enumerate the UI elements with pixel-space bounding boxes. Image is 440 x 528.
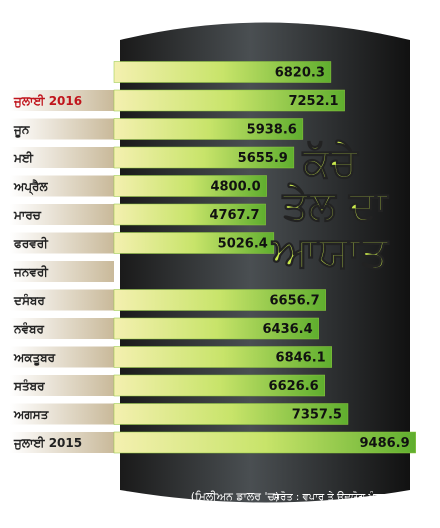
- category-label: ਦਸੰਬਰ: [13, 293, 45, 308]
- value-label: 4800.0: [210, 180, 260, 195]
- value-label: 6656.7: [270, 294, 320, 309]
- category-label: ਅਗਸਤ: [13, 408, 50, 422]
- label-strip: [10, 147, 114, 168]
- source: ਸਰੋਤ : ਵਪਾਰ ਤੇ ਉਦਯੋਗ ਮੰਤਰਾਲਾ: [272, 490, 401, 503]
- label-strip: [10, 175, 114, 197]
- label-strip: [10, 432, 114, 453]
- value-label: 6626.6: [269, 379, 319, 394]
- value-label: 4767.7: [209, 208, 259, 223]
- label-strip: [10, 403, 114, 425]
- label-strip: [10, 375, 114, 396]
- label-strip: [10, 289, 114, 311]
- bar: [113, 118, 304, 140]
- label-strip: [10, 118, 114, 140]
- bar: [113, 146, 295, 169]
- value-label: 5938.6: [247, 123, 297, 138]
- category-label: ਮਈ: [13, 151, 34, 165]
- label-strip: [10, 90, 114, 111]
- category-label: ਅਕਤੂਬਰ: [13, 351, 56, 367]
- bar: [113, 203, 266, 226]
- title-line: ਤੇਲ ਦਾ: [282, 183, 389, 229]
- bar: [113, 61, 332, 83]
- label-strip: [10, 318, 114, 339]
- bar: [113, 289, 326, 311]
- value-label: 6820.3: [275, 66, 325, 81]
- category-label: ਜੁਲਾਈ 2016: [13, 94, 82, 108]
- category-label: ਜੁਲਾਈ 2015: [13, 436, 82, 450]
- bar: [113, 89, 345, 112]
- unit-note: (ਮਿਲੀਅਨ ਡਾਲਰ 'ਚ): [191, 490, 279, 503]
- value-label: 5655.9: [238, 151, 288, 166]
- label-strip: [10, 346, 114, 368]
- bar: [113, 403, 349, 425]
- title-line: ਆਯਾਤ: [271, 228, 390, 277]
- bar: [113, 346, 332, 368]
- category-label: ਅਪ੍ਰੈਲ: [13, 179, 49, 195]
- label-strip: [10, 232, 114, 254]
- bar: [113, 431, 416, 454]
- label-strip: [10, 204, 114, 225]
- bar: [113, 175, 267, 197]
- bar: [113, 374, 325, 397]
- category-label: ਨਵੰਬਰ: [13, 321, 45, 336]
- value-label: 7357.5: [292, 408, 342, 423]
- value-label: 9486.9: [360, 436, 410, 451]
- category-label: ਸਤੰਬਰ: [13, 378, 45, 393]
- category-label: ਜੂਨ: [13, 123, 30, 139]
- value-label: 6846.1: [276, 351, 326, 366]
- value-label: 5026.4: [218, 237, 268, 252]
- category-label: ਫਰਵਰੀ: [13, 237, 49, 251]
- category-label: ਮਾਰਚ: [13, 208, 42, 222]
- value-label: 6436.4: [263, 322, 313, 337]
- bar: [113, 317, 319, 340]
- category-label: ਜਨਵਰੀ: [13, 265, 49, 279]
- value-label: 7252.1: [288, 94, 338, 109]
- bar: [113, 232, 275, 254]
- title-line: ਕੱਚੇ: [302, 140, 359, 186]
- label-strip: [10, 261, 114, 282]
